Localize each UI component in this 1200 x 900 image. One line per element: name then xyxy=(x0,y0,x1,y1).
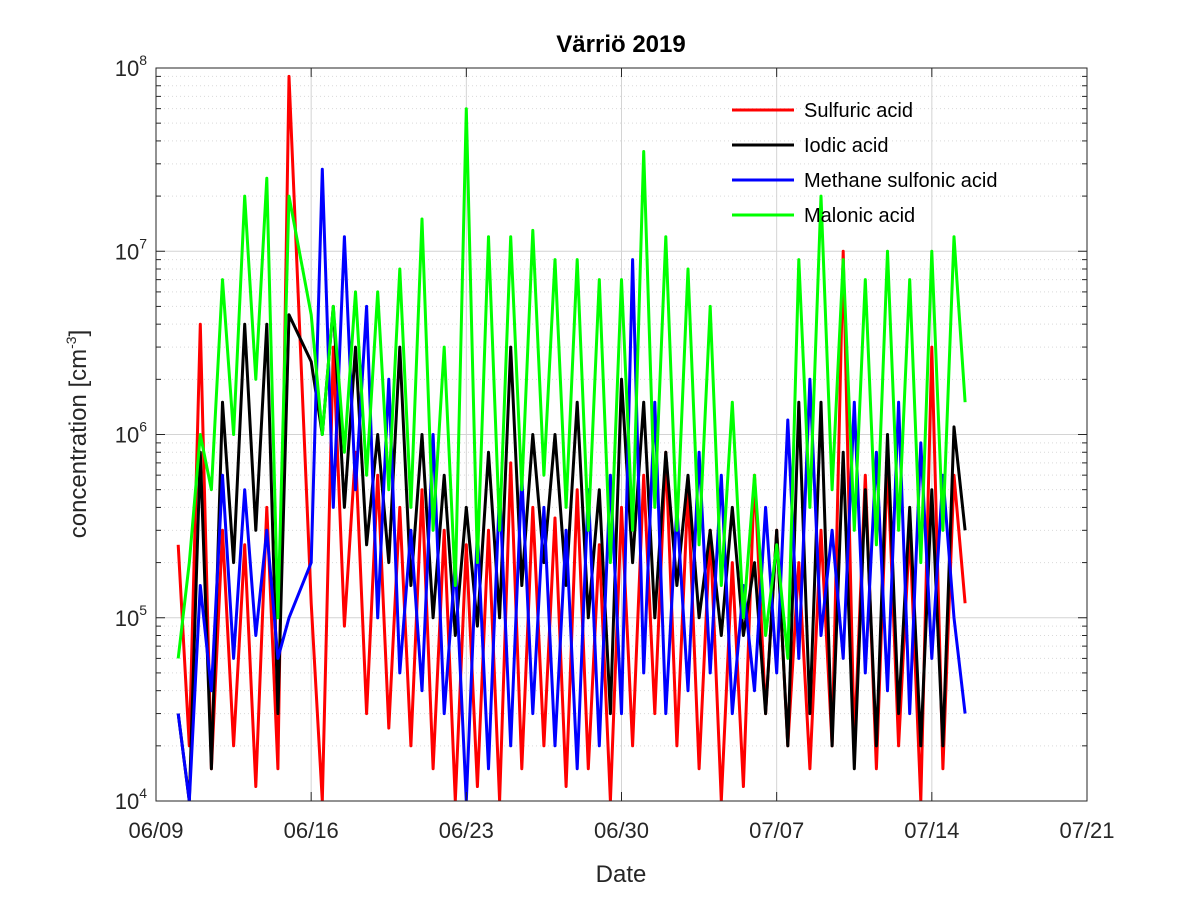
y-tick-label: 104 xyxy=(115,785,147,814)
x-tick-label: 07/14 xyxy=(904,818,959,843)
y-tick-label-base: 10 xyxy=(115,56,139,81)
x-tick-label: 06/23 xyxy=(439,818,494,843)
x-axis-label: Date xyxy=(596,861,647,888)
series-line-3 xyxy=(176,167,967,801)
y-tick-label: 108 xyxy=(115,52,147,81)
y-axis-label: concentration [cm-3] xyxy=(63,330,92,539)
plot-frame xyxy=(155,67,1088,802)
chart-title: Värriö 2019 xyxy=(556,31,685,58)
series-line-4 xyxy=(176,107,967,660)
y-tick-label-base: 10 xyxy=(115,606,139,631)
y-tick-label-exponent: 6 xyxy=(139,419,147,435)
y-tick-label-base: 10 xyxy=(115,789,139,814)
y-axis-label-main: concentration [cm xyxy=(65,349,92,538)
legend-label: Malonic acid xyxy=(804,205,915,227)
y-tick-label-exponent: 4 xyxy=(139,785,147,801)
y-tick-label: 105 xyxy=(115,602,147,631)
legend: Sulfuric acid Iodic acid Methane sulfonic … xyxy=(732,100,997,227)
x-tick-labels: 06/09 06/16 06/23 06/30 07/07 07/14 07/21 xyxy=(128,818,1114,843)
x-tick-label: 06/16 xyxy=(284,818,339,843)
y-tick-label-exponent: 8 xyxy=(139,52,147,68)
y-tick-label: 107 xyxy=(115,235,147,264)
legend-label: Iodic acid xyxy=(804,135,889,157)
y-tick-label: 106 xyxy=(115,419,147,448)
series-layer xyxy=(176,74,967,801)
x-tick-label: 06/09 xyxy=(128,818,183,843)
y-axis-label-superscript: -3 xyxy=(63,336,79,349)
y-tick-label-exponent: 5 xyxy=(139,602,147,618)
x-tick-label: 06/30 xyxy=(594,818,649,843)
y-tick-label-exponent: 7 xyxy=(139,235,147,251)
legend-label: Sulfuric acid xyxy=(804,100,913,122)
y-tick-label-base: 10 xyxy=(115,423,139,448)
y-axis-label-close: ] xyxy=(65,330,92,337)
x-tick-label: 07/21 xyxy=(1059,818,1114,843)
y-tick-label-base: 10 xyxy=(115,239,139,264)
x-tick-label: 07/07 xyxy=(749,818,804,843)
legend-label: Methane sulfonic acid xyxy=(804,170,997,192)
